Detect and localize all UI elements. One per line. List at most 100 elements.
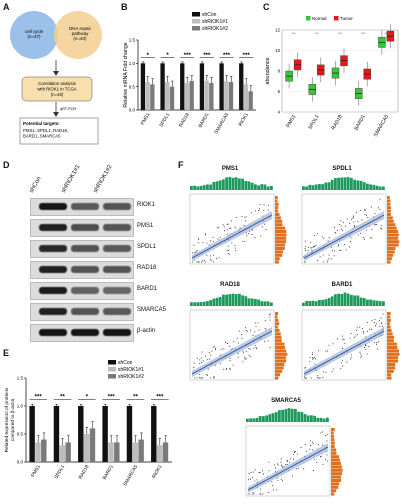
scatter-point: [268, 314, 270, 316]
scatter-point: [241, 215, 243, 218]
scatter-point: [338, 223, 340, 226]
scatter-plot: [301, 177, 400, 265]
scatter-point: [199, 363, 201, 365]
histogram-bar-top: [314, 301, 318, 306]
bar: [83, 434, 90, 462]
scatter-point: [208, 244, 210, 246]
scatter-point: [325, 350, 327, 352]
y-tick-label: 0.0: [17, 460, 24, 465]
histogram-bar-right: [387, 216, 393, 220]
scatter-point: [310, 248, 312, 250]
scatter-point: [359, 209, 361, 212]
histogram-bar-top: [238, 293, 241, 306]
scatter-point: [319, 377, 321, 379]
histogram-bar-right: [275, 247, 285, 250]
significance-mark: ***: [203, 53, 211, 59]
histogram-bar-right: [387, 366, 396, 370]
scatter-point: [352, 217, 354, 219]
scatter-point: [343, 244, 345, 246]
scatter-point: [235, 227, 237, 229]
scatter-point: [312, 357, 315, 359]
histogram-bar-top: [308, 184, 312, 190]
legend-swatch: [108, 360, 116, 365]
scatter-point: [366, 353, 368, 355]
histogram-bar-right: [387, 243, 399, 247]
scatter-point: [341, 347, 343, 350]
histogram-bar-right: [387, 209, 391, 213]
significance-mark: ***: [223, 53, 231, 59]
arrow-head-2: [53, 112, 59, 117]
histogram-bar-top: [290, 408, 294, 422]
blot-band: [103, 308, 131, 315]
histogram-bar-top: [372, 300, 376, 306]
scatter-point: [353, 336, 355, 338]
scatter-point: [243, 225, 245, 227]
blot-label: RAD18: [137, 265, 157, 271]
box-correlation-text: Correlation analysis with RIOK1 in TCGA (n…: [37, 81, 76, 97]
scatter-point: [380, 228, 383, 230]
scatter-point: [377, 348, 379, 350]
scatter-point: [374, 224, 376, 226]
scatter-point: [257, 322, 259, 324]
scatter-point: [282, 466, 284, 468]
bar: [239, 63, 244, 110]
scatter-title: SMARCA5: [271, 398, 301, 404]
scatter-point: [323, 371, 325, 373]
scatter-point: [281, 480, 284, 482]
scatter-point: [264, 328, 266, 330]
scatter-point: [349, 222, 351, 224]
scatter-point: [323, 237, 325, 239]
histogram-bar-top: [254, 184, 257, 190]
histogram-bar-right: [331, 475, 341, 479]
blot-band: [39, 266, 67, 273]
scatter-point: [375, 224, 378, 226]
y-tick-label: 1.0: [17, 404, 24, 409]
scatter-point: [249, 478, 252, 480]
scatter-point: [233, 341, 235, 343]
scatter-point: [310, 444, 312, 447]
histogram-bar-top: [266, 186, 270, 190]
scatter-point: [294, 450, 297, 453]
scatter-point: [363, 238, 365, 240]
histogram-bar-top: [241, 178, 244, 190]
bar: [65, 442, 71, 462]
scatter-point: [223, 230, 225, 232]
histogram-bar-right: [387, 257, 392, 261]
scatter-point: [359, 353, 361, 355]
histogram-bar-top: [212, 298, 216, 306]
blot-band: [71, 245, 99, 252]
histogram-bar-top: [346, 293, 350, 306]
scatter-point: [332, 249, 334, 251]
venn-left-label: cell cycle (n=47): [25, 29, 44, 39]
histogram-bar-top: [215, 297, 219, 306]
scatter-point: [381, 325, 383, 327]
histogram-bar-right: [387, 339, 394, 343]
histogram-bar-top: [366, 299, 369, 306]
histogram-bar-top: [369, 184, 372, 190]
bar: [114, 442, 120, 462]
histogram-bar-top: [225, 294, 228, 306]
scatter-point: [260, 493, 262, 495]
scatter-point: [224, 341, 227, 344]
scatter-point: [304, 245, 307, 247]
histogram-bar-top: [326, 417, 329, 422]
histogram-bar-top: [222, 179, 225, 190]
histogram-bar-top: [284, 409, 288, 422]
scatter-point: [355, 211, 357, 214]
histogram-bar-top: [247, 181, 251, 190]
scatter-point: [327, 261, 329, 263]
histogram-bar-top: [196, 302, 200, 306]
bar: [165, 82, 170, 110]
scatter-point: [326, 460, 328, 462]
significance-mark: ***: [315, 32, 320, 36]
regression-line: [191, 214, 273, 259]
scatter-plot: [189, 176, 287, 265]
scatter-point: [371, 320, 373, 322]
histogram-bar-top: [324, 182, 328, 190]
scatter-point: [321, 236, 323, 238]
histogram-bar-right: [387, 230, 399, 233]
scatter-point: [219, 236, 221, 238]
scatter-point: [255, 344, 257, 347]
histogram-bar-top: [330, 179, 334, 190]
histogram-bar-top: [268, 414, 272, 422]
